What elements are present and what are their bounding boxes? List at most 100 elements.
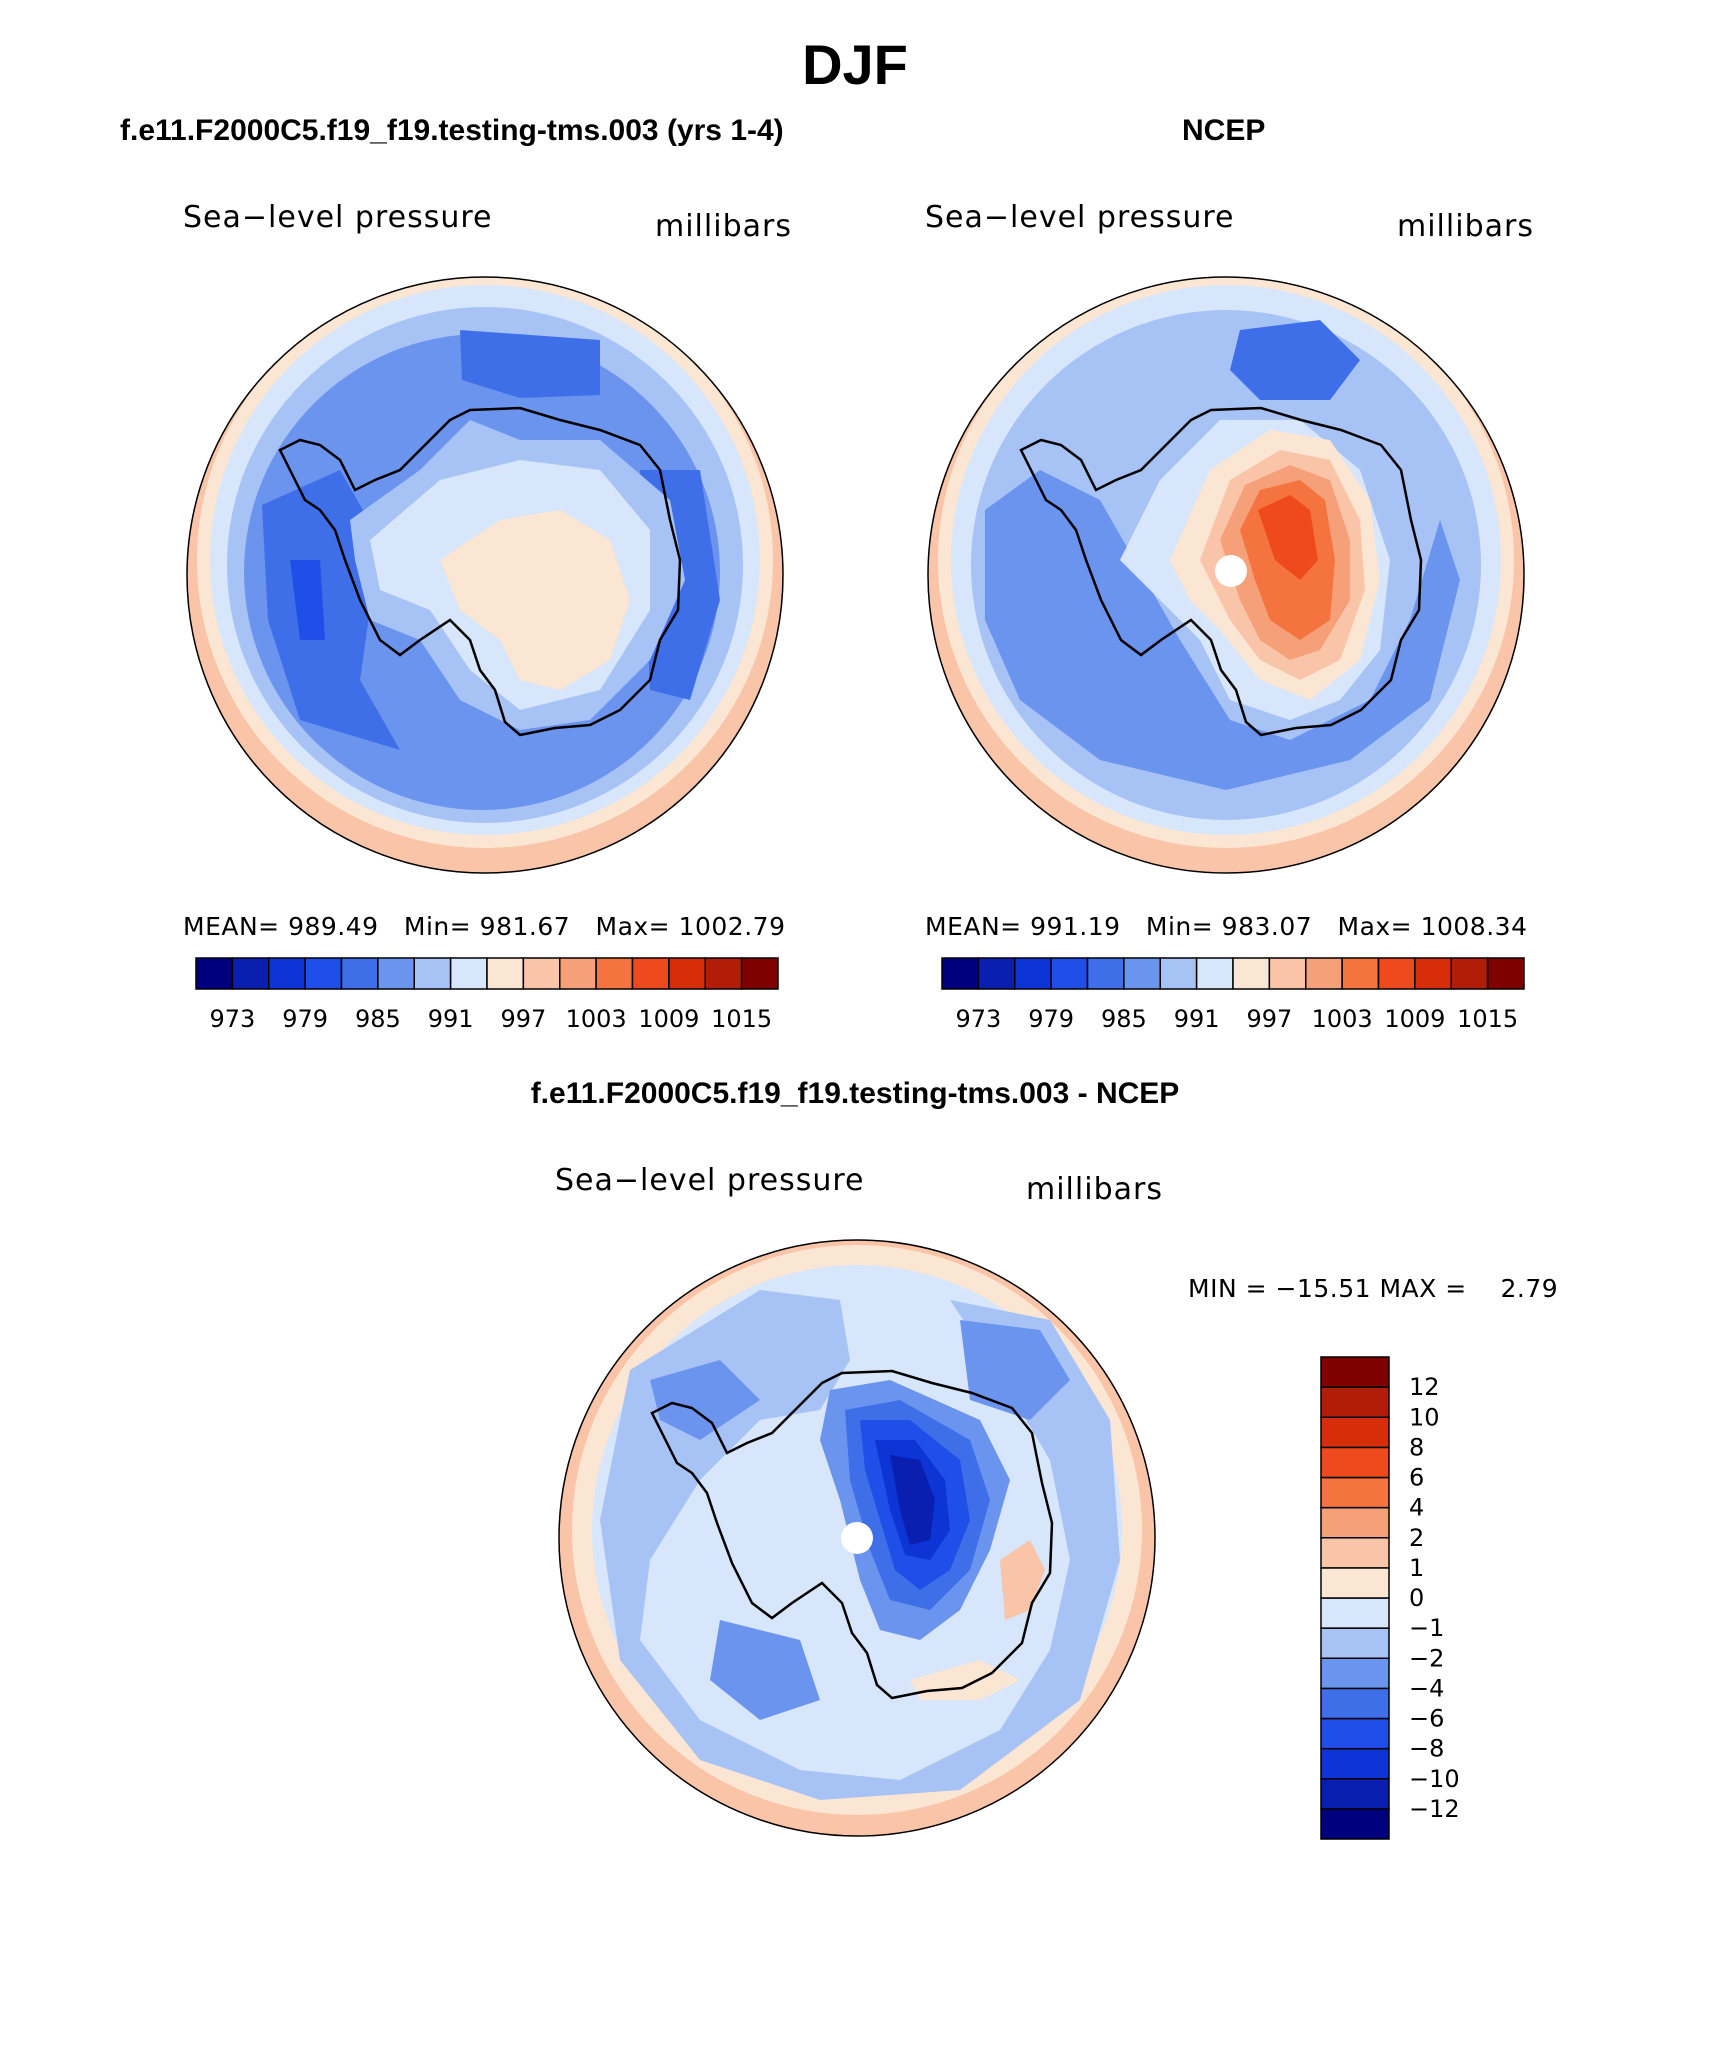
mean-value: 989.49: [288, 912, 379, 941]
model-colorbar-swatch: [486, 957, 525, 990]
obs-colorbar-swatch: [1377, 957, 1416, 990]
model-colorbar-swatch: [522, 957, 561, 990]
model-stats: MEAN= 989.49 Min= 981.67 Max= 1002.79: [183, 912, 785, 941]
diff-max-value: 2.79: [1500, 1274, 1559, 1303]
model-colorbar-swatch: [559, 957, 597, 990]
model-colorbar-swatch: [268, 957, 306, 990]
diff-colorbar-label: 12: [1409, 1373, 1440, 1401]
obs-colorbar-swatch: [1341, 957, 1380, 990]
model-map: [186, 276, 784, 874]
pole-mask: [841, 1522, 873, 1554]
obs-colorbar-swatch: [1450, 957, 1489, 990]
min-label: Min=: [403, 912, 472, 941]
model-colorbar-swatch: [595, 957, 634, 990]
diff-colorbar-label: −4: [1409, 1674, 1444, 1702]
diff-colorbar-label: −2: [1409, 1644, 1444, 1672]
obs-colorbar-swatch: [1486, 957, 1525, 990]
model-colorbar-swatch: [413, 957, 452, 990]
diff-colorbar-swatch: [1320, 1687, 1390, 1720]
diff-colorbar-label: 0: [1409, 1584, 1424, 1612]
obs-colorbar-swatch: [1123, 957, 1161, 990]
season-title: DJF: [802, 33, 908, 96]
diff-colorbar-swatch: [1320, 1386, 1390, 1418]
diff-colorbar-swatch: [1320, 1597, 1390, 1629]
mean-label: MEAN=: [183, 912, 280, 941]
diff-colorbar-swatch: [1320, 1778, 1390, 1810]
diff-colorbar-swatch: [1320, 1476, 1390, 1509]
max-value: 1008.34: [1420, 912, 1528, 941]
obs-colorbar-label: 979: [1028, 1005, 1074, 1033]
diff-colorbar-swatch: [1320, 1627, 1390, 1659]
model-units-label: millibars: [655, 209, 792, 244]
model-colorbar-swatch: [340, 957, 379, 990]
diff-colorbar-label: −8: [1409, 1735, 1444, 1763]
obs-colorbar-label: 1003: [1312, 1005, 1373, 1033]
obs-colorbar-swatch: [1305, 957, 1343, 990]
model-colorbar-label: 997: [500, 1005, 546, 1033]
obs-variable-label: Sea−level pressure: [925, 200, 1235, 235]
diff-colorbar-label: −12: [1409, 1795, 1460, 1823]
diff-colorbar-swatch: [1320, 1416, 1390, 1449]
diff-colorbar-label: 1: [1409, 1554, 1424, 1582]
min-value: 981.67: [479, 912, 571, 941]
max-label: Max=: [1337, 912, 1413, 941]
diff-colorbar-label: −10: [1409, 1765, 1460, 1793]
diff-colorbar-label: −6: [1409, 1705, 1444, 1733]
min-label: Min=: [1145, 912, 1214, 941]
diff-colorbar-swatch: [1320, 1537, 1390, 1569]
obs-colorbar-swatch: [1232, 957, 1271, 990]
obs-colorbar-label: 973: [955, 1005, 1001, 1033]
pole-mask: [1215, 555, 1247, 587]
obs-colorbar-swatch: [1014, 957, 1052, 990]
diff-colorbar-label: 4: [1409, 1494, 1424, 1522]
model-colorbar-swatch: [740, 957, 779, 990]
model-colorbar-swatch: [377, 957, 415, 990]
model-colorbar-label: 1009: [638, 1005, 699, 1033]
obs-colorbar-label: 1015: [1457, 1005, 1518, 1033]
model-colorbar-swatch: [449, 957, 488, 990]
model-colorbar: 973 979 985 991 997 1003 1009 1015: [195, 957, 779, 1033]
diff-colorbar-swatch: [1320, 1717, 1390, 1750]
obs-colorbar-swatch: [1086, 957, 1125, 990]
obs-colorbar-swatch: [1195, 957, 1234, 990]
model-colorbar-label: 985: [355, 1005, 401, 1033]
diff-colorbar-swatch: [1320, 1808, 1390, 1840]
obs-colorbar: 973 979 985 991 997 1003 1009 1015: [941, 957, 1525, 1033]
diff-min-label: MIN =: [1188, 1274, 1268, 1303]
diff-colorbar-label: −1: [1409, 1614, 1444, 1642]
model-colorbar-swatch: [304, 957, 343, 990]
model-colorbar-label: 979: [282, 1005, 328, 1033]
obs-colorbar-swatch: [1050, 957, 1089, 990]
model-panel-title: f.e11.F2000C5.f19_f19.testing-tms.003 (y…: [120, 114, 784, 147]
max-value: 1002.79: [678, 912, 786, 941]
diff-colorbar-swatch: [1320, 1446, 1390, 1479]
diff-stats: MIN = −15.51 MAX = 2.79: [1188, 1274, 1558, 1303]
diff-colorbar-label: 2: [1409, 1524, 1424, 1552]
obs-colorbar-label: 1009: [1384, 1005, 1445, 1033]
obs-stats: MEAN= 991.19 Min= 983.07 Max= 1008.34: [925, 912, 1527, 941]
model-colorbar-swatch: [231, 957, 270, 990]
diff-variable-label: Sea−level pressure: [555, 1163, 865, 1198]
obs-colorbar-swatch: [941, 957, 980, 990]
model-colorbar-swatch: [668, 957, 706, 990]
obs-panel-title: NCEP: [1182, 114, 1266, 147]
model-variable-label: Sea−level pressure: [183, 200, 493, 235]
obs-units-label: millibars: [1397, 209, 1534, 244]
model-colorbar-label: 973: [209, 1005, 255, 1033]
diff-colorbar-label: 10: [1409, 1403, 1440, 1431]
obs-map: [927, 276, 1525, 874]
mean-label: MEAN=: [925, 912, 1022, 941]
model-colorbar-label: 991: [428, 1005, 474, 1033]
obs-colorbar-swatch: [1268, 957, 1307, 990]
diff-colorbar-swatch: [1320, 1747, 1390, 1780]
obs-colorbar-label: 997: [1246, 1005, 1292, 1033]
diff-min-value: −15.51: [1275, 1274, 1372, 1303]
diff-map: [558, 1239, 1156, 1837]
model-colorbar-swatch: [195, 957, 234, 990]
obs-colorbar-swatch: [1159, 957, 1198, 990]
model-colorbar-swatch: [704, 957, 743, 990]
max-label: Max=: [595, 912, 671, 941]
min-value: 983.07: [1221, 912, 1313, 941]
